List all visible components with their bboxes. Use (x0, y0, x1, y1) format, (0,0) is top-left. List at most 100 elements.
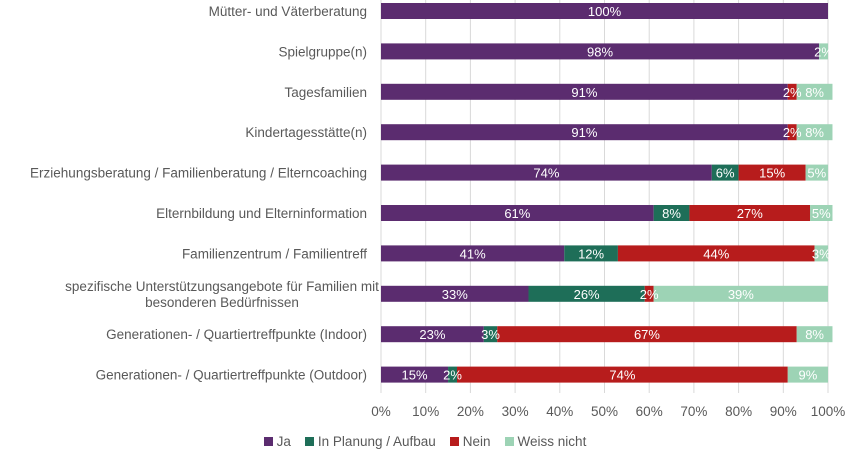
bar-segment-nein (787, 83, 797, 100)
data-label-weiss-nicht: 9% (798, 368, 817, 383)
data-label-in-planung-aufbau: 12% (578, 246, 604, 261)
legend-label-nein: Nein (462, 434, 491, 449)
bar-segment-ja (381, 205, 654, 221)
x-tick-label: 90% (770, 404, 797, 419)
bar-segment-ja (381, 43, 820, 60)
bar-segment-in-planung-aufbau (711, 164, 739, 181)
data-label-in-planung-aufbau: 2% (443, 368, 462, 383)
data-label-weiss-nicht: 8% (805, 85, 824, 100)
legend: Ja In Planung / Aufbau Nein Weiss nicht (0, 432, 850, 451)
data-label-weiss-nicht: 5% (812, 206, 831, 221)
bar-segment-ja (381, 164, 712, 181)
category-label: Kindertagesstätte(n) (245, 125, 367, 140)
data-label-in-planung-aufbau: 6% (716, 166, 735, 181)
legend-swatch-ja (263, 437, 273, 446)
bar-segment-ja (381, 245, 565, 262)
bar-segment-weiss-nicht (796, 326, 833, 343)
bar-segment-weiss-nicht (787, 366, 828, 383)
category-label: spezifische Unterstützungsangebote für F… (65, 279, 379, 310)
x-tick-label: 20% (457, 404, 484, 419)
legend-label-ja: Ja (276, 434, 291, 449)
data-label-ja: 91% (571, 125, 597, 140)
bar-segment-weiss-nicht (819, 43, 828, 60)
data-label-weiss-nicht: 39% (728, 287, 754, 302)
data-label-ja: 98% (587, 44, 613, 59)
data-label-nein: 2% (783, 125, 802, 140)
bar-segment-ja (381, 285, 529, 302)
category-labels: Mütter- und Väterberatung Spielgruppe(n) T… (30, 4, 379, 383)
data-label-weiss-nicht: 5% (807, 166, 826, 181)
legend-item-in-planung: In Planung / Aufbau (304, 434, 436, 449)
data-label-nein: 67% (634, 327, 660, 342)
legend-item-weiss-nicht: Weiss nicht (504, 434, 587, 449)
bar-segment-ja (381, 3, 828, 19)
category-label: Mütter- und Väterberatung (209, 4, 367, 19)
bar-segment-in-planung-aufbau (564, 245, 618, 262)
bar-segment-nein (617, 245, 815, 262)
bar-segment-ja (381, 326, 484, 343)
data-label-in-planung-aufbau: 3% (481, 327, 500, 342)
x-tick-label: 70% (680, 404, 707, 419)
bar-segment-nein (644, 285, 654, 302)
data-label-nein: 44% (703, 246, 729, 261)
data-label-weiss-nicht: 8% (805, 327, 824, 342)
x-tick-label: 100% (811, 404, 846, 419)
data-label-in-planung-aufbau: 8% (662, 206, 681, 221)
legend-label-in-planung: In Planung / Aufbau (317, 434, 436, 449)
bar-segment-weiss-nicht (814, 245, 828, 262)
bar-segment-weiss-nicht (805, 164, 828, 181)
bars (381, 3, 833, 383)
legend-swatch-in-planung (304, 437, 314, 446)
x-tick-label: 0% (371, 404, 391, 419)
bar-segment-weiss-nicht (653, 285, 828, 302)
bar-segment-in-planung-aufbau (528, 285, 645, 302)
x-tick-label: 40% (546, 404, 573, 419)
category-label: Familienzentrum / Familientreff (182, 246, 367, 261)
bar-segment-nein (689, 205, 811, 221)
bar-segment-in-planung-aufbau (448, 366, 457, 383)
bar-segment-weiss-nicht (796, 124, 833, 141)
data-label-nein: 15% (759, 166, 785, 181)
x-axis-ticks: 0% 10% 20% 30% 40% 50% 60% 70% 80% 90% 100% (371, 404, 845, 419)
data-label-ja: 41% (460, 246, 486, 261)
data-label-nein: 74% (609, 368, 635, 383)
bar-segment-nein (738, 164, 806, 181)
data-label-nein: 2% (640, 287, 659, 302)
data-label-ja: 15% (402, 368, 428, 383)
bar-segment-nein (497, 326, 797, 343)
x-tick-label: 30% (502, 404, 529, 419)
bar-segment-weiss-nicht (796, 83, 833, 100)
data-label-ja: 74% (533, 166, 559, 181)
bar-segment-in-planung-aufbau (653, 205, 690, 221)
data-label-in-planung-aufbau: 26% (574, 287, 600, 302)
data-label-weiss-nicht: 2% (814, 44, 833, 59)
data-label-ja: 23% (419, 327, 445, 342)
stacked-bar-chart: 100%98% 2%91% 2% 8%91% 2% 8%74% 6% 15% 5%61% 8% 27… (30, 0, 845, 419)
data-label-ja: 100% (588, 4, 622, 19)
category-label: Generationen- / Quartiertreffpunkte (Ind… (106, 327, 367, 342)
x-tick-label: 60% (636, 404, 663, 419)
data-label-nein: 27% (737, 206, 763, 221)
category-label: Elternbildung und Elterninformation (156, 206, 367, 221)
category-label: Spielgruppe(n) (278, 44, 367, 59)
category-label: Erziehungsberatung / Familienberatung / … (30, 166, 367, 181)
x-tick-label: 10% (412, 404, 439, 419)
legend-item-nein: Nein (449, 434, 491, 449)
data-label-ja: 61% (504, 206, 530, 221)
bar-segment-nein (787, 124, 797, 141)
legend-item-ja: Ja (263, 434, 291, 449)
bar-segment-nein (456, 366, 788, 383)
bar-segment-weiss-nicht (810, 205, 833, 221)
bar-segment-in-planung-aufbau (483, 326, 498, 343)
bar-segment-ja (381, 366, 449, 383)
legend-label-weiss-nicht: Weiss nicht (517, 434, 587, 449)
data-label-ja: 91% (571, 85, 597, 100)
legend-swatch-weiss-nicht (504, 437, 514, 446)
bar-segment-ja (381, 124, 788, 141)
data-label-weiss-nicht: 3% (812, 246, 831, 261)
data-label-ja: 33% (442, 287, 468, 302)
x-tick-label: 80% (725, 404, 752, 419)
data-label-weiss-nicht: 8% (805, 125, 824, 140)
x-tick-label: 50% (591, 404, 618, 419)
category-label: Generationen- / Quartiertreffpunkte (Out… (96, 368, 367, 383)
